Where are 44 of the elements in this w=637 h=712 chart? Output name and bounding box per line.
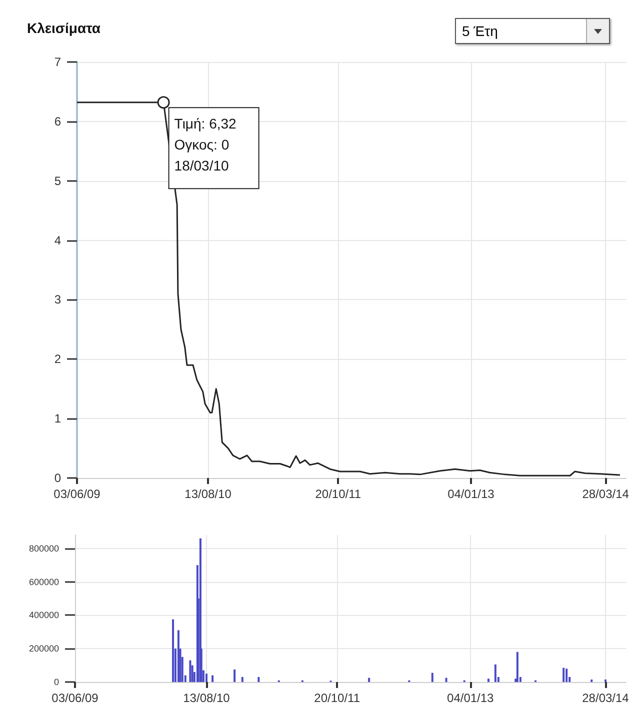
y-tick-label: 5	[54, 174, 62, 188]
x-tick-label: 13/08/10	[184, 487, 232, 501]
annotation: Τιμή: 6,32 Ογκος: 0 18/03/10	[174, 116, 237, 174]
x-tick-label: 20/10/11	[315, 487, 362, 501]
bar	[172, 619, 174, 682]
bar	[494, 664, 496, 682]
x-tick-label: 03/06/09	[52, 691, 99, 705]
y-tick-label: 800000	[28, 543, 59, 554]
y-tick-label: 7	[54, 55, 62, 69]
y-tick-label: 400000	[28, 610, 59, 620]
x-tick-label: 28/03/14	[582, 487, 630, 501]
dropdown: 5 Έτη	[455, 18, 610, 44]
y-tick-label: 1	[54, 412, 62, 426]
bar	[566, 668, 568, 682]
x-tick-label: 03/06/09	[54, 487, 101, 501]
bar	[234, 669, 236, 682]
bar	[516, 652, 518, 682]
bar	[604, 679, 606, 682]
y-tick-label: 0	[54, 471, 62, 485]
bar	[212, 675, 214, 682]
y-tick-label: 600000	[28, 576, 59, 587]
y-tick-label: 200000	[28, 644, 59, 654]
bar	[487, 678, 490, 682]
bar	[431, 672, 434, 682]
bar	[368, 678, 370, 682]
bar	[177, 630, 180, 682]
chart-title: Κλεισίματα	[27, 20, 101, 36]
bar	[241, 676, 244, 682]
y-tick-label: 6	[54, 114, 62, 128]
y-tick-label: 3	[54, 292, 62, 307]
x-tick-label: 04/01/13	[448, 487, 495, 501]
bar	[258, 676, 260, 682]
y-tick-label: 4	[54, 233, 62, 248]
bar	[189, 660, 192, 682]
bar	[445, 678, 448, 682]
x-tick-label: 04/01/13	[447, 691, 494, 705]
y-tick-label: 2	[54, 352, 62, 366]
bar	[205, 674, 208, 682]
bar	[562, 668, 565, 682]
x-tick-label: 28/03/14	[582, 691, 630, 705]
bar	[590, 679, 593, 682]
x-tick-label: 20/10/11	[314, 691, 360, 705]
y-tick-label: 0	[54, 677, 59, 687]
x-tick-label: 13/08/10	[183, 691, 230, 705]
